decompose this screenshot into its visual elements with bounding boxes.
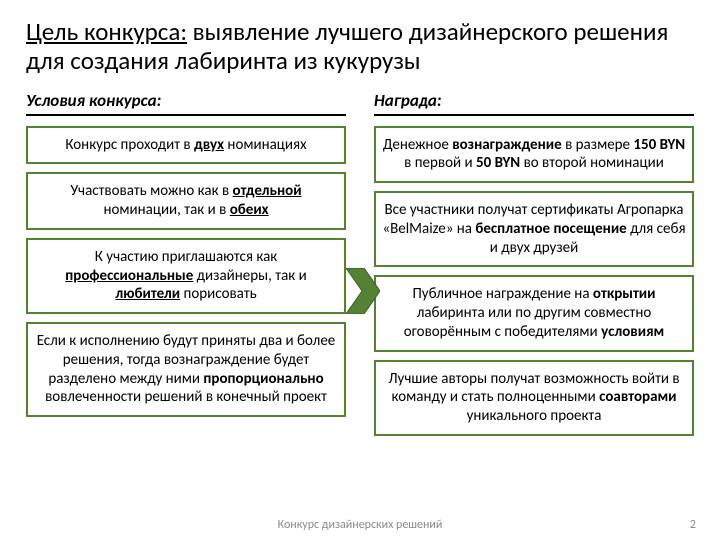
title-prefix: Цель конкурса: [26,16,187,47]
left-column: Условия конкурса: Конкурс проходит в дву… [26,90,346,426]
condition-box-1: Участвовать можно как в отдельной номина… [26,172,346,230]
right-column-header: Награда: [374,90,694,116]
reward-box-1: Все участники получат сертификаты Агропа… [374,191,694,267]
footer-text: Конкурс дизайнерских решений [0,518,720,532]
reward-box-0: Денежное вознаграждение в размере 150 BY… [374,126,694,184]
page-number: 2 [690,518,696,532]
two-columns: Условия конкурса: Конкурс проходит в дву… [26,90,694,444]
left-column-header: Условия конкурса: [26,90,346,116]
condition-box-3: Если к исполнению будут приняты два и бо… [26,322,346,417]
reward-box-3: Лучшие авторы получат возможность войти … [374,360,694,436]
condition-box-0: Конкурс проходит в двух номинациях [26,126,346,165]
page-title: Цель конкурса: выявление лучшего дизайне… [26,18,694,76]
right-column: Награда: Денежное вознаграждение в разме… [374,90,694,444]
reward-box-2: Публичное награждение на открытии лабири… [374,275,694,351]
condition-box-2: К участию приглашаются как профессиональ… [26,238,346,314]
